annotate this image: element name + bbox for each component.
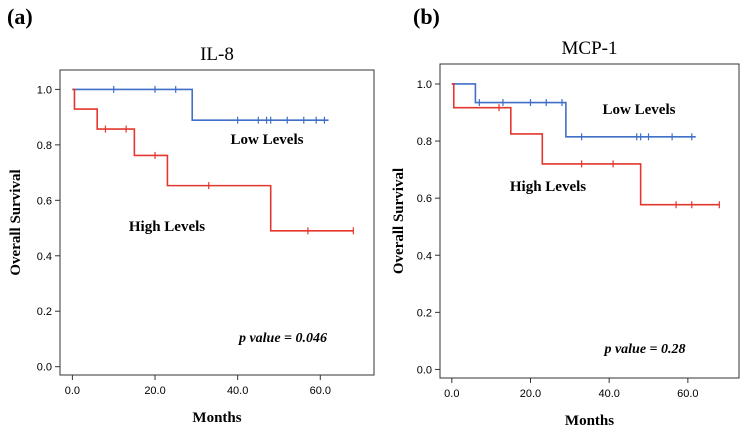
km-chart-mcp1: MCP-1 0.0 0.2 0.4 0.6 0.8 1.0 0.0 20.0 40.0 60.0 Mo… xyxy=(391,38,740,429)
x-axis-label: Months xyxy=(565,413,614,429)
x-tick-label: 60.0 xyxy=(677,388,698,400)
x-tick-label: 0.0 xyxy=(444,388,459,400)
plot-frame xyxy=(59,69,375,376)
label-high-levels: High Levels xyxy=(129,219,205,235)
p-value: p value = 0.046 xyxy=(238,331,327,346)
y-tick-label: 0.4 xyxy=(417,250,432,262)
survival-curve-low-levels xyxy=(451,83,696,138)
x-axis-label: Months xyxy=(192,410,241,426)
x-tick-label: 60.0 xyxy=(310,385,331,397)
y-tick-label: 0.0 xyxy=(417,364,432,376)
y-axis-label: Overall Survival xyxy=(391,168,407,274)
panel-label: (b) xyxy=(413,4,440,29)
x-tick-label: 40.0 xyxy=(227,385,248,397)
y-tick-label: 0.0 xyxy=(37,362,52,374)
panel-il8: (a) IL-8 0.0 0.2 0.4 0.6 0.8 1.0 0.0 20.0 40.0 60.… xyxy=(0,0,376,434)
y-tick-label: 0.6 xyxy=(417,193,432,205)
y-tick-label: 0.8 xyxy=(37,140,52,152)
y-tick-label: 0.6 xyxy=(37,195,52,207)
label-low-levels: Low Levels xyxy=(603,102,676,118)
x-tick-label: 20.0 xyxy=(520,388,541,400)
x-tick-label: 40.0 xyxy=(598,388,619,400)
y-axis-label: Overall Survival xyxy=(8,169,24,275)
plot-frame xyxy=(439,63,740,379)
x-tick-label: 0.0 xyxy=(65,385,80,397)
y-tick-label: 0.2 xyxy=(417,307,432,319)
label-low-levels: Low Levels xyxy=(231,132,304,148)
chart-title: MCP-1 xyxy=(562,38,618,59)
label-high-levels: High Levels xyxy=(510,179,586,195)
p-value: p value = 0.28 xyxy=(603,342,685,357)
y-tick-label: 1.0 xyxy=(37,84,52,96)
x-tick-label: 20.0 xyxy=(144,385,165,397)
panel-mcp1: (b) MCP-1 0.0 0.2 0.4 0.6 0.8 1.0 0.0 20.0 40.0 60… xyxy=(377,0,753,434)
survival-curve-high-levels xyxy=(72,88,354,232)
y-tick-label: 0.8 xyxy=(417,136,432,148)
y-tick-label: 0.4 xyxy=(37,251,52,263)
km-chart-il8: IL-8 0.0 0.2 0.4 0.6 0.8 1.0 0.0 20.0 40.0 60.0 Mon… xyxy=(8,44,375,426)
y-tick-label: 0.2 xyxy=(37,306,52,318)
survival-curve-low-levels xyxy=(72,88,329,121)
chart-title: IL-8 xyxy=(200,44,234,65)
y-tick-label: 1.0 xyxy=(417,79,432,91)
survival-curve-high-levels xyxy=(451,83,720,206)
panel-label: (a) xyxy=(7,4,33,29)
